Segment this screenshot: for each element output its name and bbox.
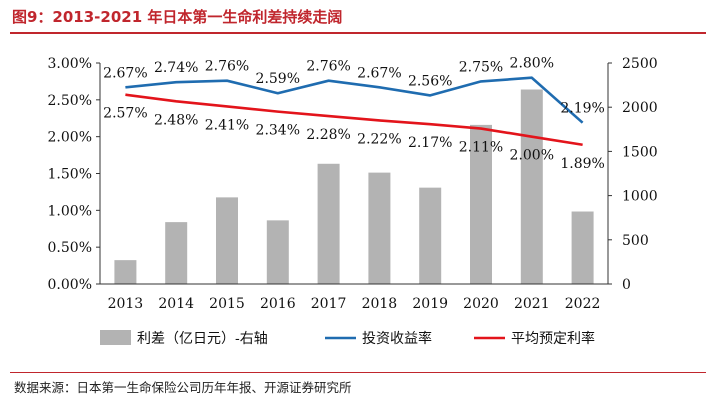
x-tick-label: 2017 xyxy=(311,296,347,312)
y-left-tick-label: 1.50% xyxy=(48,167,92,183)
data-label: 2.56% xyxy=(408,73,452,89)
investment-yield-line xyxy=(125,76,584,124)
x-tick-label: 2019 xyxy=(412,296,448,312)
data-label: 2.00% xyxy=(510,148,554,164)
legend-swatch-bar xyxy=(100,330,131,345)
x-tick-label: 2020 xyxy=(463,296,499,312)
x-tick-label: 2018 xyxy=(362,296,398,312)
data-label: 2.11% xyxy=(459,140,503,156)
data-label: 2.76% xyxy=(306,59,350,75)
bar xyxy=(368,172,391,284)
chart-area: 2.67% 2.74% 2.76% 2.59% 2.76% 2.67% 2.56% 2.75%… xyxy=(48,56,658,347)
bar xyxy=(571,211,594,284)
source-rule xyxy=(10,372,706,373)
y-right-tick-label: 2500 xyxy=(622,56,658,72)
bar xyxy=(266,220,289,284)
bar xyxy=(419,187,442,284)
y-left-tick-label: 2.00% xyxy=(48,130,92,146)
data-label: 2.28% xyxy=(306,127,350,143)
y-left-tick-label: 0.00% xyxy=(48,277,92,293)
y-right-tick-label: 1000 xyxy=(622,189,658,205)
bar xyxy=(317,163,340,284)
data-label: 2.67% xyxy=(103,65,147,81)
data-label: 2.22% xyxy=(357,131,401,147)
y-right-tick-label: 0 xyxy=(622,277,631,293)
y-right-tick-label: 2000 xyxy=(622,100,658,116)
x-tick-label: 2013 xyxy=(108,296,144,312)
data-label: 2.59% xyxy=(256,71,300,87)
y-right-tick-label: 1500 xyxy=(622,144,658,160)
source-note: 数据来源：日本第一生命保险公司历年年报、开源证券研究所 xyxy=(14,380,352,395)
figure-title: 图9：2013-2021 年日本第一生命利差持续走阔 xyxy=(12,8,343,26)
legend-label-investment: 投资收益率 xyxy=(362,330,432,347)
x-tick-label: 2014 xyxy=(158,296,194,312)
x-tick-label: 2015 xyxy=(209,296,245,312)
x-tick-label: 2016 xyxy=(260,296,296,312)
bar xyxy=(216,197,238,284)
guaranteed-rate-line xyxy=(125,93,583,147)
data-label: 2.75% xyxy=(459,59,503,75)
legend-label-guaranteed: 平均预定利率 xyxy=(511,330,595,347)
data-label: 2.48% xyxy=(154,112,198,128)
bar xyxy=(165,222,188,284)
y-left-tick-label: 2.50% xyxy=(48,93,92,109)
y-left-tick-label: 0.50% xyxy=(48,240,92,256)
data-label: 2.34% xyxy=(256,123,300,139)
y-right-tick-label: 500 xyxy=(622,233,649,249)
data-label: 2.19% xyxy=(560,101,604,117)
data-label: 1.89% xyxy=(560,156,604,172)
x-tick-label: 2021 xyxy=(514,296,550,312)
x-tick-label: 2022 xyxy=(565,296,601,312)
data-label: 2.67% xyxy=(357,65,401,81)
y-left-tick-label: 3.00% xyxy=(48,56,92,72)
y-left-tick-label: 1.00% xyxy=(48,203,92,219)
data-label: 2.74% xyxy=(154,60,198,76)
bar xyxy=(470,124,492,284)
title-rule xyxy=(10,32,706,34)
bar xyxy=(114,260,137,284)
bar xyxy=(520,89,543,285)
data-label: 2.17% xyxy=(408,135,452,151)
legend-label-bar: 利差（亿日元）-右轴 xyxy=(137,331,268,347)
data-label: 2.76% xyxy=(205,59,249,75)
data-label: 2.41% xyxy=(205,117,249,133)
data-label: 2.80% xyxy=(510,56,554,72)
data-label: 2.57% xyxy=(103,106,147,122)
